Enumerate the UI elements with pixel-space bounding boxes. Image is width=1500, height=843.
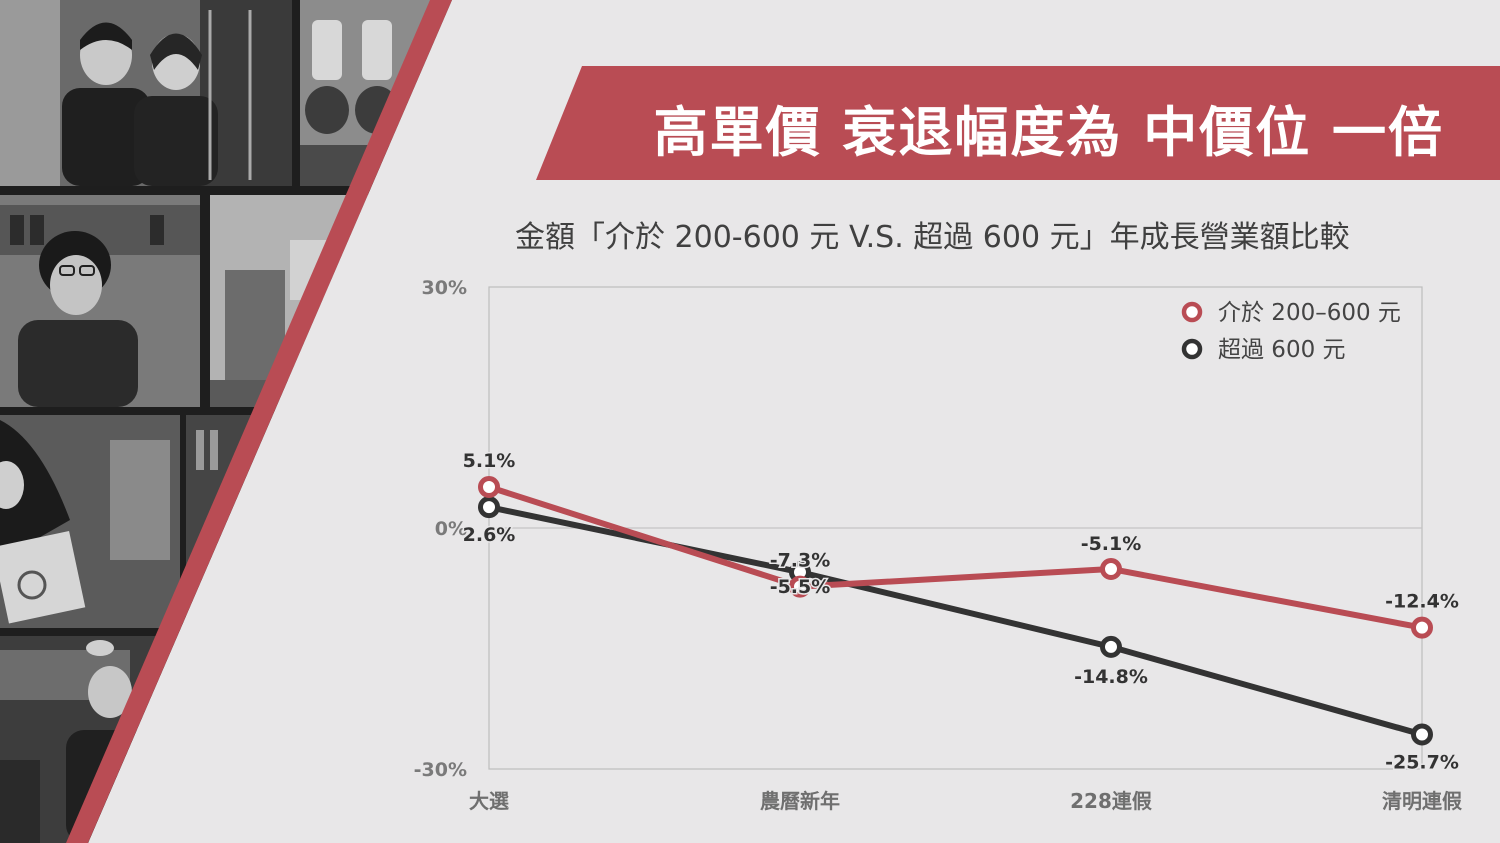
x-category-label: 清明連假 <box>1382 789 1463 813</box>
data-point <box>1411 723 1433 746</box>
legend-marker <box>1181 338 1203 360</box>
data-label: -25.7% <box>1385 751 1459 773</box>
chart-title: 金額「介於 200-600 元 V.S. 超過 600 元」年成長營業額比較 <box>515 220 1350 255</box>
y-tick-label: 30% <box>422 277 467 299</box>
series-line <box>488 484 1423 631</box>
data-label: -5.5% <box>770 576 831 598</box>
page-headline: 高單價 衰退幅度為 中價位 一倍 <box>653 101 1444 164</box>
data-label: -14.8% <box>1074 666 1148 688</box>
data-label: -5.1% <box>1081 533 1142 555</box>
y-tick-label: 0% <box>435 518 467 540</box>
headline-ribbon <box>536 66 1500 180</box>
data-label: 5.1% <box>463 450 516 472</box>
photo-barista <box>0 195 200 407</box>
data-label: -12.4% <box>1385 591 1459 613</box>
legend-marker <box>1181 301 1203 323</box>
diagonal-accent-stripe <box>66 0 452 843</box>
legend-entry: 超過 600 元 <box>1218 337 1346 363</box>
data-point <box>478 476 500 499</box>
series-line <box>488 504 1423 738</box>
photo-woman-sign <box>0 415 180 628</box>
data-label: 2.6% <box>463 524 516 546</box>
x-category-label: 農曆新年 <box>760 789 840 813</box>
y-tick-label: -30% <box>414 759 467 781</box>
data-label: -7.3% <box>770 550 831 572</box>
data-point <box>789 575 811 598</box>
data-point <box>1411 616 1433 639</box>
data-point <box>478 496 500 519</box>
x-category-label: 228連假 <box>1070 789 1153 813</box>
data-point <box>1100 557 1122 580</box>
x-category-label: 大選 <box>469 789 509 813</box>
photo-staff-duo <box>0 0 292 186</box>
data-point <box>1100 635 1122 658</box>
legend-entry: 介於 200–600 元 <box>1218 300 1401 326</box>
